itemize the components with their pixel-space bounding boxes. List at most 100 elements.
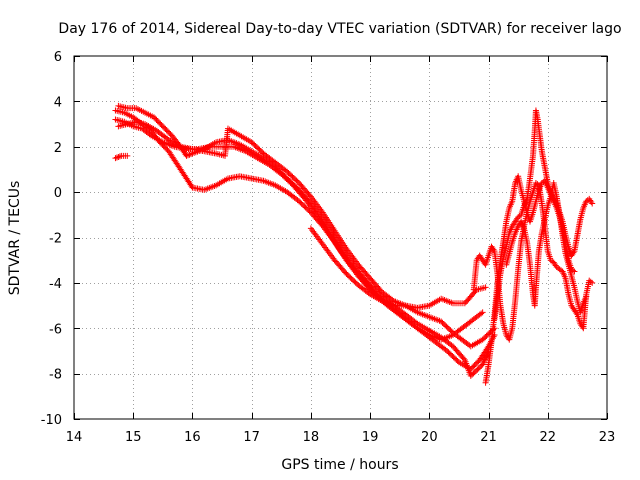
data-point: [371, 285, 378, 292]
data-point: [305, 207, 312, 214]
data-point: [152, 115, 159, 122]
y-axis-title: SDTVAR / TECUs: [7, 181, 23, 296]
data-point: [164, 128, 171, 135]
data-point: [444, 324, 451, 331]
data-point: [479, 336, 486, 343]
data-point: [256, 146, 263, 153]
x-tick-label: 21: [480, 430, 497, 445]
data-point: [587, 278, 594, 285]
data-point: [292, 176, 299, 183]
data-point: [447, 327, 454, 334]
data-point: [294, 178, 301, 185]
data-point: [248, 139, 255, 146]
data-point: [281, 172, 288, 179]
data-point: [343, 270, 350, 277]
data-point: [163, 127, 170, 134]
data-point: [365, 280, 372, 287]
data-point: [351, 278, 358, 285]
series-track-3: [115, 118, 498, 350]
data-point: [446, 326, 453, 333]
data-point: [276, 167, 283, 174]
data-points: [112, 102, 596, 386]
data-point: [161, 124, 168, 131]
x-tick-label: 15: [125, 430, 142, 445]
y-tick-label: -10: [41, 413, 62, 428]
data-point: [301, 203, 308, 210]
x-tick-labels: 14 15 16 17 18 19 20 21 22 23: [66, 430, 616, 445]
data-point: [442, 322, 449, 329]
data-point: [342, 269, 349, 276]
data-point: [344, 272, 351, 279]
data-point: [440, 320, 447, 327]
chart-title: Day 176 of 2014, Sidereal Day-to-day VTE…: [58, 21, 621, 37]
data-point: [352, 279, 359, 286]
data-point: [444, 347, 451, 354]
data-point: [285, 169, 292, 176]
data-point: [113, 154, 120, 161]
data-point: [478, 310, 485, 317]
data-point: [158, 122, 165, 129]
data-point: [284, 175, 291, 182]
data-point: [347, 274, 354, 281]
y-tick-label: 0: [54, 186, 62, 201]
data-point: [470, 363, 477, 370]
data-point: [451, 355, 458, 362]
data-point: [488, 327, 495, 334]
data-point: [483, 332, 490, 339]
data-point: [277, 169, 284, 176]
data-point: [186, 151, 193, 158]
data-point: [299, 201, 306, 208]
data-point: [249, 140, 256, 147]
data-point: [460, 355, 467, 362]
data-point: [293, 184, 300, 191]
axis-ticks: [74, 56, 608, 420]
data-point: [471, 362, 478, 369]
y-tick-label: 6: [54, 50, 62, 65]
data-point: [477, 364, 484, 371]
data-point: [448, 351, 455, 358]
data-point: [297, 199, 304, 206]
plot-frame: [73, 55, 608, 420]
data-point: [350, 277, 357, 284]
data-point: [367, 282, 374, 289]
data-point: [571, 268, 578, 275]
data-point: [294, 185, 301, 192]
data-point: [164, 135, 171, 142]
data-point: [446, 350, 453, 357]
series-track-5: [112, 152, 131, 162]
data-point: [257, 148, 264, 155]
data-point: [116, 153, 123, 160]
data-point: [474, 359, 481, 366]
data-point: [290, 181, 297, 188]
data-point: [453, 356, 460, 363]
data-point: [475, 365, 482, 372]
data-point: [469, 371, 476, 378]
data-point: [160, 143, 167, 150]
data-point: [278, 170, 285, 177]
data-point: [365, 290, 372, 297]
data-point: [471, 369, 478, 376]
data-point: [290, 175, 297, 182]
data-point: [124, 152, 131, 159]
data-point: [372, 287, 379, 294]
data-point: [298, 200, 305, 207]
data-point: [286, 171, 293, 178]
data-point: [289, 180, 296, 187]
data-point: [443, 323, 450, 330]
x-tick-label: 19: [362, 430, 379, 445]
series-track-6: [307, 225, 489, 311]
series-track-10: [503, 180, 590, 316]
data-point: [280, 171, 287, 178]
data-point: [288, 179, 295, 186]
data-point: [187, 151, 194, 158]
data-point: [467, 372, 474, 379]
y-tick-label: 2: [54, 141, 62, 156]
data-point: [450, 354, 457, 361]
data-point: [482, 284, 489, 291]
data-point: [473, 367, 480, 374]
data-point: [253, 144, 260, 151]
data-point: [150, 114, 157, 121]
data-point: [255, 145, 262, 152]
data-point: [286, 178, 293, 185]
data-point: [146, 131, 153, 138]
